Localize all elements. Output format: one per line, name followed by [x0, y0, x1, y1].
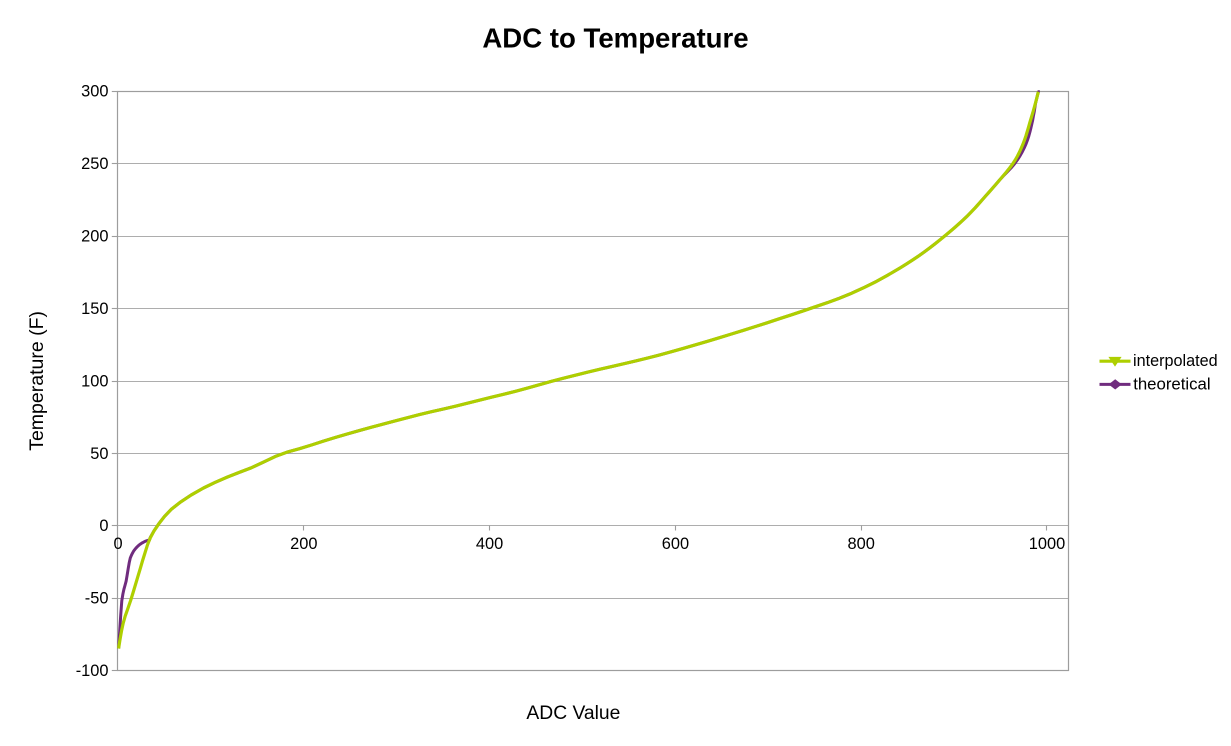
svg-text:50: 50 — [90, 445, 108, 463]
svg-text:0: 0 — [99, 517, 108, 535]
svg-text:100: 100 — [81, 372, 108, 390]
svg-text:interpolated: interpolated — [1133, 352, 1218, 370]
svg-text:-100: -100 — [76, 662, 109, 680]
svg-text:400: 400 — [476, 535, 503, 553]
svg-text:600: 600 — [662, 535, 689, 553]
svg-text:ADC to Temperature: ADC to Temperature — [482, 23, 748, 54]
svg-text:-50: -50 — [85, 590, 109, 608]
svg-text:800: 800 — [848, 535, 875, 553]
svg-text:ADC Value: ADC Value — [526, 703, 620, 724]
svg-text:200: 200 — [290, 535, 317, 553]
svg-text:1000: 1000 — [1029, 535, 1065, 553]
svg-text:250: 250 — [81, 155, 108, 173]
svg-text:150: 150 — [81, 300, 108, 318]
svg-text:300: 300 — [81, 83, 108, 101]
svg-text:0: 0 — [113, 535, 122, 553]
svg-text:Temperature (F): Temperature (F) — [26, 311, 48, 451]
svg-text:200: 200 — [81, 227, 108, 245]
svg-text:theoretical: theoretical — [1133, 374, 1210, 393]
